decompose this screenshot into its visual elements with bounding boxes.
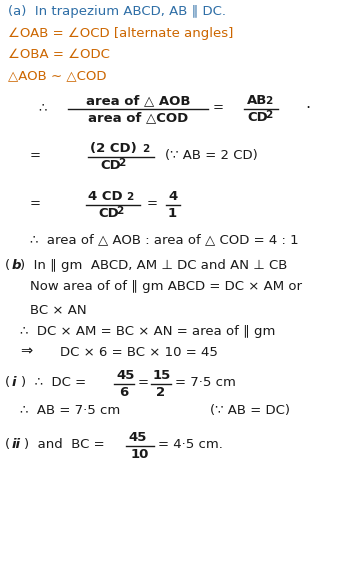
Text: (∵ AB = DC): (∵ AB = DC) xyxy=(210,404,290,417)
Text: DC × 6 = BC × 10 = 45: DC × 6 = BC × 10 = 45 xyxy=(60,346,218,359)
Text: i: i xyxy=(12,376,16,389)
Text: 45: 45 xyxy=(116,370,134,382)
Text: 2: 2 xyxy=(265,110,272,120)
Text: CD: CD xyxy=(247,111,268,124)
Text: =: = xyxy=(30,197,41,210)
Text: 4 CD: 4 CD xyxy=(88,190,123,203)
Text: 45: 45 xyxy=(128,431,146,444)
Text: 2: 2 xyxy=(126,192,133,201)
Text: ∴  DC × AM = BC × AN = area of ∥ gm: ∴ DC × AM = BC × AN = area of ∥ gm xyxy=(20,325,276,338)
Text: area of △COD: area of △COD xyxy=(88,111,188,124)
Text: = 4·5 cm.: = 4·5 cm. xyxy=(158,438,223,451)
Text: 15: 15 xyxy=(153,370,171,382)
Text: (∵ AB = 2 CD): (∵ AB = 2 CD) xyxy=(165,149,258,162)
Text: area of △ AOB: area of △ AOB xyxy=(86,95,190,108)
Text: CD: CD xyxy=(100,159,121,172)
Text: ∴: ∴ xyxy=(38,101,46,114)
Text: )  ∴  DC =: ) ∴ DC = xyxy=(21,376,86,389)
Text: (a)  In trapezium ABCD, AB ∥ DC.: (a) In trapezium ABCD, AB ∥ DC. xyxy=(8,5,226,18)
Text: =: = xyxy=(138,376,149,389)
Text: CD: CD xyxy=(98,207,119,220)
Text: .: . xyxy=(305,96,310,111)
Text: 4: 4 xyxy=(168,190,177,203)
Text: =: = xyxy=(30,149,41,162)
Text: ii: ii xyxy=(12,438,21,451)
Text: ⇒: ⇒ xyxy=(20,344,32,359)
Text: =: = xyxy=(147,197,158,210)
Text: (: ( xyxy=(5,259,10,272)
Text: △AOB ∼ △COD: △AOB ∼ △COD xyxy=(8,69,107,82)
Text: 2: 2 xyxy=(118,158,125,168)
Text: 10: 10 xyxy=(131,448,149,461)
Text: 6: 6 xyxy=(119,386,128,399)
Text: ∴  area of △ AOB : area of △ COD = 4 : 1: ∴ area of △ AOB : area of △ COD = 4 : 1 xyxy=(30,233,298,246)
Text: BC × AN: BC × AN xyxy=(30,304,87,317)
Text: (: ( xyxy=(5,376,10,389)
Text: (2 CD): (2 CD) xyxy=(90,142,137,155)
Text: 1: 1 xyxy=(168,207,177,220)
Text: Now area of of ∥ gm ABCD = DC × AM or: Now area of of ∥ gm ABCD = DC × AM or xyxy=(30,280,302,293)
Text: b: b xyxy=(12,259,21,272)
Text: 2: 2 xyxy=(265,96,272,106)
Text: = 7·5 cm: = 7·5 cm xyxy=(175,376,236,389)
Text: AB: AB xyxy=(247,95,268,108)
Text: 2: 2 xyxy=(142,144,149,154)
Text: ∴  AB = 7·5 cm: ∴ AB = 7·5 cm xyxy=(20,404,120,417)
Text: )  In ∥ gm  ABCD, AM ⊥ DC and AN ⊥ CB: ) In ∥ gm ABCD, AM ⊥ DC and AN ⊥ CB xyxy=(20,259,287,272)
Text: ∠OBA = ∠ODC: ∠OBA = ∠ODC xyxy=(8,48,110,61)
Text: 2: 2 xyxy=(116,206,123,216)
Text: )  and  BC =: ) and BC = xyxy=(24,438,104,451)
Text: (: ( xyxy=(5,438,10,451)
Text: 2: 2 xyxy=(156,386,165,399)
Text: ∠OAB = ∠OCD [alternate angles]: ∠OAB = ∠OCD [alternate angles] xyxy=(8,27,233,40)
Text: =: = xyxy=(213,101,224,114)
